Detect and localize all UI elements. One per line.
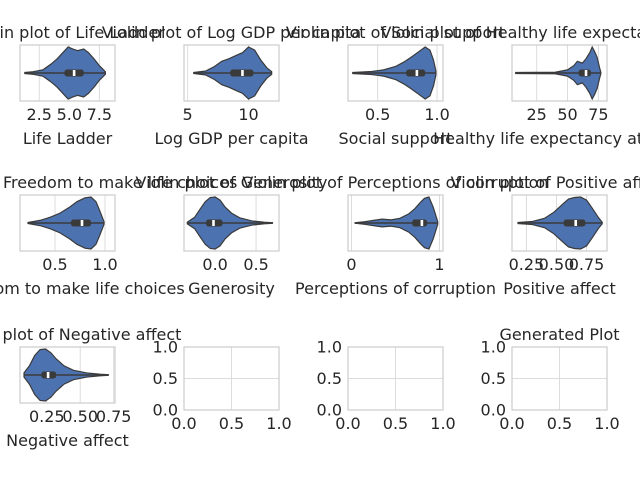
x-tick-label: 2.5: [27, 105, 52, 124]
subplot-title: Violin plot of Life Ladder: [0, 23, 165, 42]
x-tick-label: 75: [588, 105, 608, 124]
x-tick-label: 5.0: [57, 105, 82, 124]
x-tick-label: 1.0: [266, 414, 291, 433]
subplot-5: 0.5 1.0 Violin plot of Freedom to make lif…: [0, 173, 237, 298]
iqr-box: [412, 219, 428, 227]
x-axis-label: Positive affect: [503, 279, 616, 298]
x-tick-label: 0.5: [547, 414, 572, 433]
subplot-1: 2.5 5.0 7.5 Violin plot of Life Ladder Life …: [0, 23, 165, 148]
subplot-11: 0.0 0.5 1.0 0.0 0.5 1.0: [317, 338, 456, 434]
axes-frame: [511, 346, 608, 411]
x-tick-label: 0.25: [29, 407, 65, 426]
y-tick-label: 0.0: [317, 401, 342, 420]
x-tick-label: 0.75: [96, 407, 132, 426]
subplot-title: Violin plot of Generosity: [136, 173, 328, 192]
x-tick-label: 0.0: [171, 414, 196, 433]
x-tick-label: 0.50: [539, 255, 575, 274]
y-tick-label: 0.5: [153, 369, 178, 388]
x-tick-label: 25: [526, 105, 546, 124]
median-marker: [80, 220, 84, 226]
median-marker: [574, 220, 578, 226]
x-tick-label: 0.5: [383, 414, 408, 433]
median-marker: [46, 372, 50, 378]
axes-frame: [183, 346, 280, 411]
x-tick-label: 0.5: [365, 105, 390, 124]
x-axis-label: Generosity: [188, 279, 275, 298]
x-tick-label: 5: [183, 105, 193, 124]
x-tick-label: 0.5: [243, 255, 268, 274]
subplot-10: 0.0 0.5 1.0 0.0 0.5 1.0: [153, 338, 292, 434]
x-tick-label: 0.50: [62, 407, 98, 426]
x-tick-label: 1.0: [594, 414, 619, 433]
subplot-9: 0.250.500.75 Violin plot of Negative affe…: [0, 325, 181, 450]
x-tick-label: 0.75: [569, 255, 605, 274]
subplot-title: Violin plot of Perceptions of corruption: [242, 173, 548, 192]
median-marker: [420, 220, 424, 226]
axes-frame: [19, 44, 116, 102]
x-tick-label: 0.0: [499, 414, 524, 433]
axes-frame: [511, 44, 608, 102]
axes-frame: [19, 194, 116, 252]
subplot-title: Violin plot of Positive affect: [451, 173, 640, 192]
y-tick-label: 1.0: [317, 338, 342, 357]
axes-frame: [511, 194, 608, 252]
y-tick-label: 0.0: [153, 401, 178, 420]
x-tick-label: 0.25: [509, 255, 545, 274]
subplot-title: Violin plot of Log GDP per capita: [102, 23, 361, 42]
subplot-title: Violin plot of Healthy life expectancy a…: [381, 23, 640, 42]
x-tick-label: 0.0: [202, 255, 227, 274]
median-marker: [212, 220, 215, 226]
x-tick-label: 1.0: [424, 105, 449, 124]
axes-frame: [347, 194, 444, 252]
axes-frame: [19, 346, 116, 404]
x-tick-label: 0.5: [42, 255, 67, 274]
y-tick-label: 1.0: [481, 338, 506, 357]
subplot-8: 0.250.500.75 Violin plot of Positive affe…: [451, 173, 640, 298]
subplot-7: 0 1 Violin plot of Perceptions of corrupti…: [242, 173, 548, 298]
subplot-title: Generated Plot: [499, 325, 619, 344]
x-axis-label: Social support: [339, 129, 453, 148]
x-tick-label: 10: [238, 105, 258, 124]
x-axis-label: Negative affect: [6, 431, 129, 450]
axes-frame: [347, 44, 444, 102]
subplot-4: 25 50 75 Violin plot of Healthy life expect…: [381, 23, 640, 148]
subplot-title: Violin plot of Social support: [286, 23, 505, 42]
x-tick-label: 1.0: [430, 414, 455, 433]
x-tick-label: 1.0: [92, 255, 117, 274]
subplot-2: 5 10 Violin plot of Log GDP per capita Log …: [102, 23, 361, 148]
x-tick-label: 50: [557, 105, 577, 124]
subplot-title: Violin plot of Freedom to make life choi…: [0, 173, 237, 192]
y-tick-label: 1.0: [153, 338, 178, 357]
subplot-6: 0.0 0.5 Violin plot of Generosity Generosit…: [136, 173, 328, 298]
subplot-title: Violin plot of Negative affect: [0, 325, 181, 344]
x-axis-label: Perceptions of corruption: [295, 279, 496, 298]
x-tick-label: 0.5: [219, 414, 244, 433]
median-marker: [415, 70, 419, 76]
x-tick-label: 7.5: [87, 105, 112, 124]
x-axis-label: Freedom to make life choices: [0, 279, 185, 298]
subplot-3: 0.5 1.0 Violin plot of Social support Socia…: [286, 23, 505, 148]
axes-frame: [183, 44, 280, 102]
median-marker: [241, 70, 244, 76]
x-tick-label: 1: [434, 255, 444, 274]
y-tick-label: 0.5: [481, 369, 506, 388]
x-axis-label: Life Ladder: [23, 129, 113, 148]
axes-frame: [347, 346, 444, 411]
y-tick-label: 0.5: [317, 369, 342, 388]
median-marker: [584, 70, 588, 76]
x-axis-label: Healthy life expectancy at birth: [433, 129, 640, 148]
y-tick-label: 0.0: [481, 401, 506, 420]
x-tick-label: 0: [346, 255, 356, 274]
median-marker: [72, 70, 76, 76]
x-tick-label: 0.0: [335, 414, 360, 433]
x-axis-label: Log GDP per capita: [154, 129, 308, 148]
axes-frame: [183, 194, 280, 252]
